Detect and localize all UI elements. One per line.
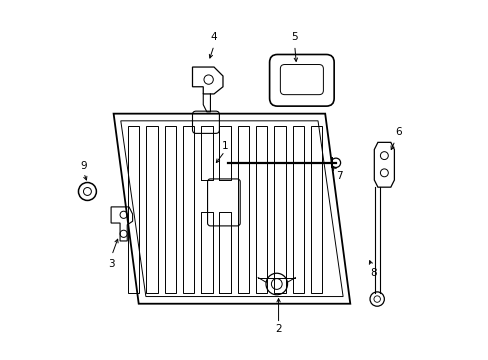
Text: 5: 5: [291, 32, 297, 41]
Text: 1: 1: [221, 141, 227, 151]
Text: 4: 4: [210, 32, 217, 41]
Text: 9: 9: [81, 161, 87, 171]
Text: 8: 8: [369, 268, 376, 278]
Text: 6: 6: [395, 127, 401, 136]
Text: 3: 3: [108, 259, 115, 269]
Text: 2: 2: [275, 324, 281, 334]
Text: 7: 7: [336, 171, 342, 181]
